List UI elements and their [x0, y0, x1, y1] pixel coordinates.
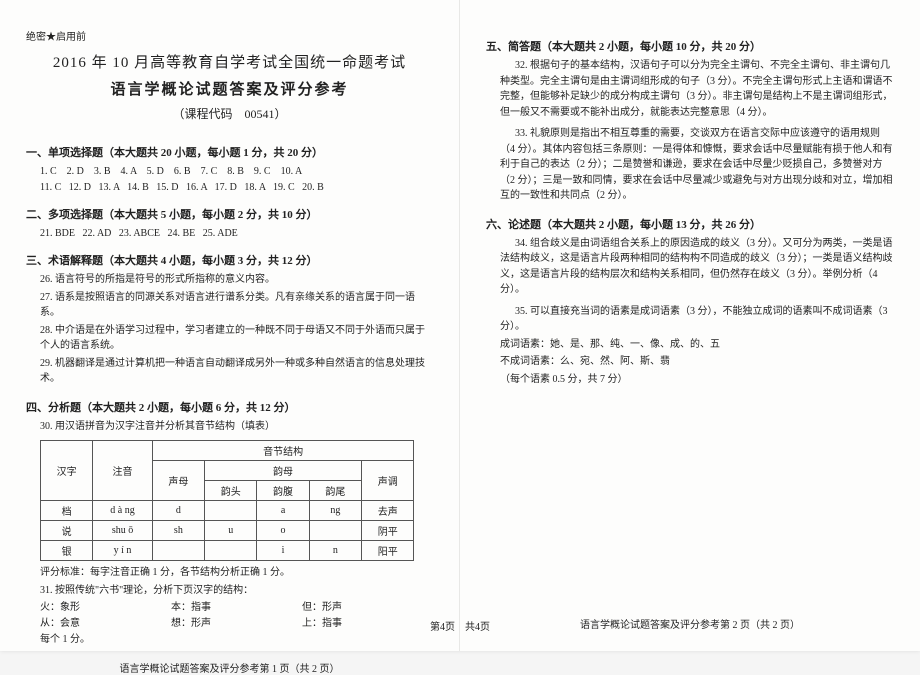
th-pinyin: 注音: [93, 441, 152, 501]
section-3-head: 三、术语解释题（本大题共 4 小题，每小题 3 分，共 12 分）: [26, 252, 433, 268]
q32: 32. 根据句子的基本结构，汉语句子可以分为完全主谓句、不完全主谓句、非主谓句几…: [500, 58, 894, 120]
phonetic-table: 汉字 注音 音节结构 声母 韵母 声调 韵头 韵腹 韵尾 档 d à ng d …: [40, 440, 414, 561]
th-shengdiao: 声调: [362, 461, 414, 501]
q34: 34. 组合歧义是由词语组合关系上的原因造成的歧义（3 分）。又可分为两类，一类…: [500, 236, 894, 298]
section-1-answers-row2: 11. C 12. D 13. A 14. B 15. D 16. A 17. …: [40, 180, 433, 196]
liushu-cell: 火：象形: [40, 600, 171, 616]
th-shengmu: 声母: [152, 461, 204, 501]
q31: 31. 按照传统"六书"理论，分析下页汉字的结构：: [40, 583, 433, 599]
table-row: 银 y í n i n 阳平: [41, 541, 414, 561]
title-sub: 语言学概论试题答案及评分参考: [26, 78, 433, 99]
exam-answer-sheet: 绝密★启用前 2016 年 10 月高等教育自学考试全国统一命题考试 语言学概论…: [0, 0, 920, 651]
footer-page-1: 语言学概论试题答案及评分参考第 1 页（共 2 页）: [26, 650, 433, 675]
page-1: 绝密★启用前 2016 年 10 月高等教育自学考试全国统一命题考试 语言学概论…: [0, 0, 460, 651]
th-hanzi: 汉字: [41, 441, 93, 501]
q30: 30. 用汉语拼音为汉字注音并分析其音节结构（填表）: [40, 419, 433, 435]
th-struct: 音节结构: [152, 441, 414, 461]
q29: 29. 机器翻译是通过计算机把一种语言自动翻译成另外一种或多种自然语言的信息处理…: [40, 356, 433, 387]
course-code: （课程代码 00541）: [26, 105, 433, 122]
q35-list-a: 成词语素：她、是、那、纯、一、像、成、的、五: [500, 337, 894, 353]
q35: 35. 可以直接充当词的语素是成词语素（3 分），不能独立成词的语素叫不成词语素…: [500, 304, 894, 335]
footer-center: 第4页 共4页: [430, 618, 490, 633]
section-1-answers-row1: 1. C 2. D 3. B 4. A 5. D 6. B 7. C 8. B …: [40, 164, 433, 180]
liushu-note: 每个 1 分。: [40, 632, 433, 648]
q30-note: 评分标准：每字注音正确 1 分，各节结构分析正确 1 分。: [40, 565, 433, 581]
section-4-head: 四、分析题（本大题共 2 小题，每小题 6 分，共 12 分）: [26, 399, 433, 415]
liushu-cell: 从：会意: [40, 616, 171, 632]
section-6-head: 六、论述题（本大题共 2 小题，每小题 13 分，共 26 分）: [486, 216, 894, 232]
section-5-head: 五、简答题（本大题共 2 小题，每小题 10 分，共 20 分）: [486, 38, 894, 54]
section-2-head: 二、多项选择题（本大题共 5 小题，每小题 2 分，共 10 分）: [26, 206, 433, 222]
section-1-head: 一、单项选择题（本大题共 20 小题，每小题 1 分，共 20 分）: [26, 144, 433, 160]
liushu-cell: 本：指事: [171, 600, 302, 616]
q35-list-b: 不成词语素：么、宛、然、阿、斯、翡: [500, 354, 894, 370]
footer-page-2: 语言学概论试题答案及评分参考第 2 页（共 2 页）: [486, 606, 894, 631]
q26: 26. 语言符号的所指是符号的形式所指称的意义内容。: [40, 272, 433, 288]
th-yunfu: 韵腹: [257, 481, 309, 501]
section-2-answers: 21. BDE 22. AD 23. ABCE 24. BE 25. ADE: [40, 226, 433, 242]
q28: 28. 中介语是在外语学习过程中，学习者建立的一种既不同于母语又不同于外语而只属…: [40, 323, 433, 354]
liushu-grid: 火：象形 本：指事 但：形声 从：会意 想：形声 上：指事: [40, 600, 433, 632]
q27: 27. 语系是按照语言的同源关系对语言进行谱系分类。凡有亲缘关系的语言属于同一语…: [40, 290, 433, 321]
th-yuntou: 韵头: [205, 481, 257, 501]
th-yunwei: 韵尾: [309, 481, 361, 501]
liushu-cell: 上：指事: [302, 616, 433, 632]
page-2: 五、简答题（本大题共 2 小题，每小题 10 分，共 20 分） 32. 根据句…: [460, 0, 920, 651]
title-main: 2016 年 10 月高等教育自学考试全国统一命题考试: [26, 51, 433, 72]
th-yunmu: 韵母: [205, 461, 362, 481]
q35-score: （每个语素 0.5 分，共 7 分）: [500, 372, 894, 388]
q33: 33. 礼貌原则是指出不相互尊重的需要，交谈双方在语言交际中应该遵守的语用规则（…: [500, 126, 894, 204]
top-secret-label: 绝密★启用前: [26, 28, 433, 43]
table-row: 说 shu ō sh u o 阴平: [41, 521, 414, 541]
table-row: 档 d à ng d a ng 去声: [41, 501, 414, 521]
liushu-cell: 但：形声: [302, 600, 433, 616]
liushu-cell: 想：形声: [171, 616, 302, 632]
